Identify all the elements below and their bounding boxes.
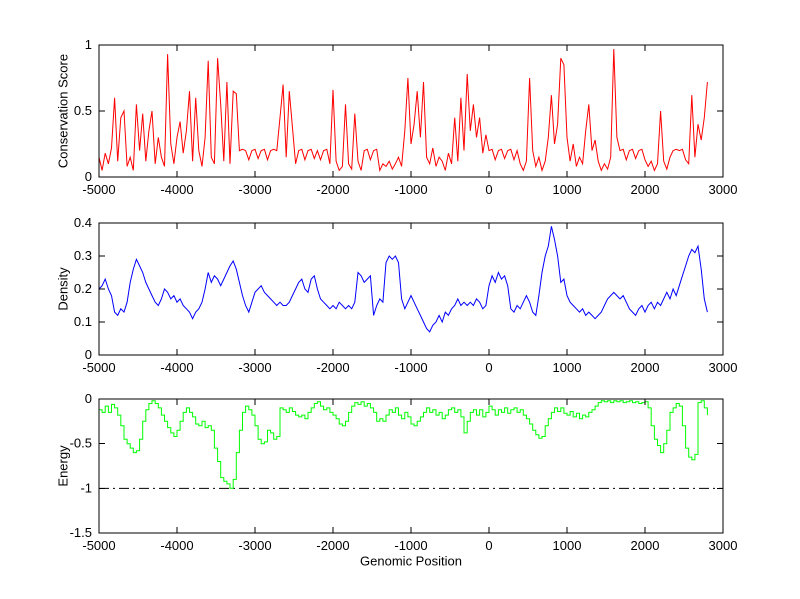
x-tick-label: -3000 (238, 538, 271, 553)
x-tick-label: -2000 (316, 182, 349, 197)
y-tick-label: 1 (85, 37, 92, 52)
ylabel-density: Density (55, 267, 71, 311)
x-tick-label: -4000 (160, 360, 193, 375)
series-line-conservation (98, 48, 708, 173)
x-tick-label: -5000 (82, 538, 115, 553)
y-tick-label: -1.5 (70, 525, 92, 540)
x-tick-label: 0 (485, 360, 492, 375)
x-tick-label: 2000 (631, 182, 660, 197)
y-tick-label: 0 (85, 347, 92, 362)
x-tick-label: 3000 (709, 182, 738, 197)
x-tick-label: 1000 (553, 182, 582, 197)
x-tick-label: -3000 (238, 182, 271, 197)
series-line-density (98, 226, 708, 333)
x-tick-label: -1000 (394, 538, 427, 553)
x-tick-label: 2000 (631, 360, 660, 375)
x-tick-label: 0 (485, 182, 492, 197)
y-tick-label: 0.5 (74, 103, 92, 118)
y-tick-label: 0.4 (74, 215, 92, 230)
x-tick-label: -4000 (160, 538, 193, 553)
y-tick-label: 0 (85, 169, 92, 184)
x-tick-label: 1000 (553, 360, 582, 375)
y-tick-label: 0.2 (74, 281, 92, 296)
x-tick-label: 3000 (709, 538, 738, 553)
subplot-density: -5000 -4000 -3000 -2000 -1000 0 1000 2000 3000 0 0… (74, 215, 738, 375)
subplot-energy: -5000 -4000 -3000 -2000 -1000 0 1000 2000 3000 -1… (70, 391, 738, 553)
y-tick-label: 0.1 (74, 314, 92, 329)
x-tick-label: -1000 (394, 360, 427, 375)
ylabel-conservation-score: Conservation Score (55, 53, 71, 169)
x-tick-label: 3000 (709, 360, 738, 375)
xlabel-genomic-position: Genomic Position (360, 553, 462, 569)
y-tick-label: 0.3 (74, 248, 92, 263)
x-tick-label: 0 (485, 538, 492, 553)
x-tick-label: -2000 (316, 538, 349, 553)
x-tick-label: -5000 (82, 182, 115, 197)
x-tick-label: -1000 (394, 182, 427, 197)
series-line-energy (99, 400, 708, 489)
x-tick-label: -3000 (238, 360, 271, 375)
x-tick-label: 2000 (631, 538, 660, 553)
x-tick-label: -4000 (160, 182, 193, 197)
y-tick-label: -1 (80, 480, 92, 495)
subplot-conservation: -5000 -4000 -3000 -2000 -1000 0 1000 2000 3000 0 0… (74, 37, 738, 197)
ylabel-energy: Energy (55, 445, 71, 487)
y-tick-label: -0.5 (70, 436, 92, 451)
x-tick-label: -5000 (82, 360, 115, 375)
x-tick-label: -2000 (316, 360, 349, 375)
axes-box (98, 222, 724, 356)
x-tick-label: 1000 (553, 538, 582, 553)
y-tick-label: 0 (85, 391, 92, 406)
